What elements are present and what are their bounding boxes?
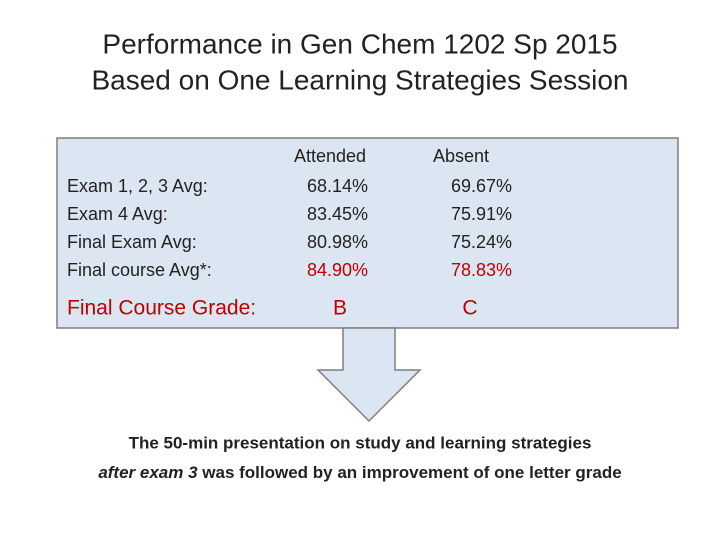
caption-italic: after exam 3 <box>98 463 198 482</box>
attended-value: 68.14% <box>307 176 368 196</box>
attended-value: 84.90% <box>307 260 368 280</box>
row-label: Final Exam Avg: <box>67 232 197 252</box>
grade-absent: C <box>462 297 477 320</box>
table-rows: Exam 1, 2, 3 Avg: 68.14% 69.67% Exam 4 Avg:… <box>67 176 512 280</box>
title-line: Based on One Learning Strategies Session <box>91 64 628 95</box>
down-arrow <box>316 327 422 423</box>
results-box <box>56 137 679 329</box>
attended-value: 83.45% <box>307 204 368 224</box>
title-line: Performance in Gen Chem 1202 Sp 2015 <box>102 28 617 59</box>
absent-value: 78.83% <box>451 260 512 280</box>
column-header: Attended <box>294 146 366 166</box>
caption-rest: was followed by an improvement of one le… <box>198 463 622 482</box>
row-label: Final course Avg*: <box>67 260 212 280</box>
attended-value: 80.98% <box>307 232 368 252</box>
absent-value: 75.91% <box>451 204 512 224</box>
column-header: Absent <box>433 146 489 166</box>
grade-label: Final Course Grade: <box>67 297 256 320</box>
row-label: Exam 4 Avg: <box>67 204 168 224</box>
caption-line: after exam 3 was followed by an improvem… <box>98 463 621 482</box>
absent-value: 75.24% <box>451 232 512 252</box>
grade-attended: B <box>333 297 347 320</box>
absent-value: 69.67% <box>451 176 512 196</box>
caption-line: The 50-min presentation on study and lea… <box>129 433 592 452</box>
row-label: Exam 1, 2, 3 Avg: <box>67 176 208 196</box>
